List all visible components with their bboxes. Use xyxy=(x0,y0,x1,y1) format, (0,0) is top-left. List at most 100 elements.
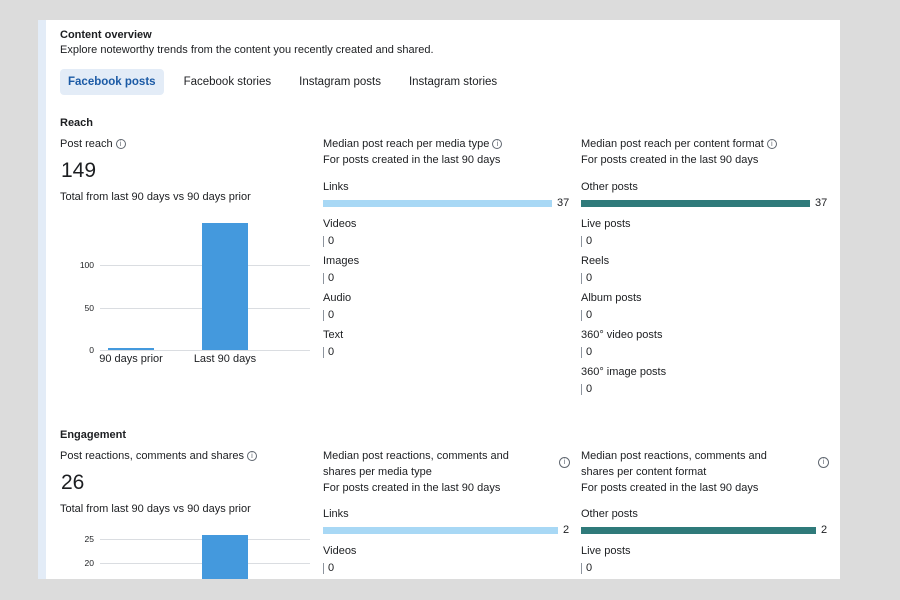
metric-row: Links 2 xyxy=(323,508,569,545)
metric-row: Live posts 0 xyxy=(581,545,827,579)
metric-row: 360° video posts 0 xyxy=(581,329,821,366)
metric-value: 0 xyxy=(581,310,592,321)
tab-facebook-posts[interactable]: Facebook posts xyxy=(60,69,164,95)
metric-label: Videos xyxy=(323,218,357,230)
metric-label: Live posts xyxy=(581,545,631,557)
tab-facebook-stories[interactable]: Facebook stories xyxy=(183,76,272,88)
x-label-90-days-prior: 90 days prior xyxy=(99,353,163,365)
media-engagement-title-1: Median post reactions, comments and xyxy=(323,450,509,462)
info-icon[interactable]: i xyxy=(492,139,503,149)
metric-row: Videos 0 xyxy=(323,218,563,255)
y-tick-0: 0 xyxy=(89,345,94,355)
metric-row: Text 0 xyxy=(323,329,563,366)
metric-value: 0 xyxy=(323,310,334,321)
format-reach-list: Other posts 37 Live posts 0 Reels 0 Album post… xyxy=(581,181,827,403)
page-title: Content overview xyxy=(60,29,152,41)
metric-label: Videos xyxy=(323,545,357,557)
engagement-total-label: Post reactions, comments and shares i xyxy=(60,450,258,462)
metric-value: 0 xyxy=(323,273,334,284)
x-label-last-90-days: Last 90 days xyxy=(193,353,257,365)
media-engagement-title-2: shares per media type xyxy=(323,466,432,478)
content-tabs: Facebook posts Facebook stories Instagra… xyxy=(60,69,517,95)
metric-row: Audio 0 xyxy=(323,292,563,329)
y-tick-25: 25 xyxy=(84,534,94,544)
content-area: Content overview Explore noteworthy tren… xyxy=(60,20,840,579)
bar-90-days-prior[interactable] xyxy=(108,348,154,350)
metric-value: 0 xyxy=(581,236,592,247)
format-engagement-subtitle: For posts created in the last 90 days xyxy=(581,482,759,494)
metric-row: Live posts 0 xyxy=(581,218,821,255)
metric-bar[interactable] xyxy=(581,200,810,207)
y-tick-20: 20 xyxy=(84,558,94,568)
format-reach-subtitle: For posts created in the last 90 days xyxy=(581,154,759,166)
metric-value: 0 xyxy=(581,347,592,358)
engagement-bar-chart: 25 20 xyxy=(60,532,310,579)
metric-value: 2 xyxy=(563,524,570,536)
bar-last-90-days[interactable] xyxy=(202,223,248,350)
engagement-total-caption: Total from last 90 days vs 90 days prior xyxy=(60,503,251,515)
reach-heading: Reach xyxy=(60,117,94,129)
bar-last-90-days[interactable] xyxy=(202,535,248,579)
metric-label: Links xyxy=(323,508,349,520)
info-icon[interactable]: i xyxy=(818,457,829,468)
info-icon[interactable]: i xyxy=(115,139,126,149)
metric-row: Album posts 0 xyxy=(581,292,821,329)
media-reach-subtitle: For posts created in the last 90 days xyxy=(323,154,501,166)
metric-row: Links 37 xyxy=(323,181,569,218)
media-reach-title: Median post reach per media type i xyxy=(323,138,503,150)
tab-instagram-stories[interactable]: Instagram stories xyxy=(408,76,498,88)
metric-value: 0 xyxy=(581,273,592,284)
metric-value: 0 xyxy=(581,384,592,395)
metric-value: 2 xyxy=(821,524,828,536)
metric-label: Images xyxy=(323,255,360,267)
page-subtitle: Explore noteworthy trends from the conte… xyxy=(60,44,434,56)
tab-instagram-posts[interactable]: Instagram posts xyxy=(299,76,381,88)
metric-row: Other posts 37 xyxy=(581,181,827,218)
metric-label: Links xyxy=(323,181,349,193)
metric-label: Reels xyxy=(581,255,610,267)
metric-value: 0 xyxy=(581,563,592,574)
media-engagement-subtitle: For posts created in the last 90 days xyxy=(323,482,501,494)
media-engagement-list: Links 2 Videos 0 xyxy=(323,508,569,579)
metric-value: 37 xyxy=(815,197,828,209)
post-reach-caption: Total from last 90 days vs 90 days prior xyxy=(60,191,251,203)
media-reach-list: Links 37 Videos 0 Images 0 Audio 0 Text 0 xyxy=(323,181,569,366)
metric-row: Videos 0 xyxy=(323,545,569,579)
metric-label: 360° image posts xyxy=(581,366,667,378)
post-reach-label: Post reach i xyxy=(60,138,126,150)
metric-label: Live posts xyxy=(581,218,631,230)
left-accent-bar xyxy=(38,20,46,579)
metric-label: Album posts xyxy=(581,292,642,304)
metric-label: Audio xyxy=(323,292,352,304)
metric-row: 360° image posts 0 xyxy=(581,366,821,403)
format-engagement-title-1: Median post reactions, comments and xyxy=(581,450,767,462)
format-engagement-title-2: shares per content format xyxy=(581,466,707,478)
metric-value: 37 xyxy=(557,197,570,209)
metric-label: Other posts xyxy=(581,508,638,520)
engagement-total-value: 26 xyxy=(61,471,85,494)
info-icon[interactable]: i xyxy=(766,139,777,149)
metric-value: 0 xyxy=(323,347,334,358)
format-engagement-list: Other posts 2 Live posts 0 xyxy=(581,508,827,579)
metric-value: 0 xyxy=(323,236,334,247)
metric-bar[interactable] xyxy=(323,527,558,534)
metric-label: Text xyxy=(323,329,344,341)
baseline xyxy=(100,350,310,351)
metric-row: Images 0 xyxy=(323,255,563,292)
post-reach-value: 149 xyxy=(61,159,97,182)
content-overview-panel: Content overview Explore noteworthy tren… xyxy=(38,20,840,579)
info-icon[interactable]: i xyxy=(247,451,258,461)
y-tick-50: 50 xyxy=(84,303,94,313)
info-icon[interactable]: i xyxy=(559,457,570,468)
reach-bar-chart: 100 50 0 90 days prior Last 90 days xyxy=(60,220,310,370)
metric-row: Reels 0 xyxy=(581,255,821,292)
y-tick-100: 100 xyxy=(79,260,94,270)
metric-bar[interactable] xyxy=(323,200,552,207)
format-reach-title: Median post reach per content format i xyxy=(581,138,777,150)
metric-label: Other posts xyxy=(581,181,638,193)
metric-row: Other posts 2 xyxy=(581,508,827,545)
engagement-heading: Engagement xyxy=(60,429,127,441)
metric-bar[interactable] xyxy=(581,527,816,534)
metric-label: 360° video posts xyxy=(581,329,663,341)
metric-value: 0 xyxy=(323,563,334,574)
